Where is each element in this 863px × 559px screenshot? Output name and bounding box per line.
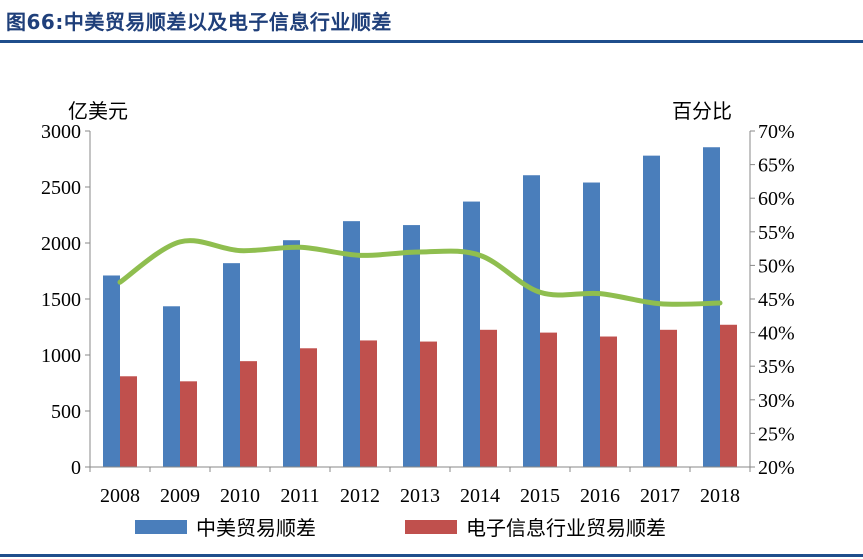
plot-area: [103, 147, 737, 468]
right-tick-label: 35%: [758, 356, 795, 378]
legend-swatch-electronics-surplus: [405, 520, 457, 534]
x-tick-label: 2017: [640, 485, 680, 507]
x-tick-label: 2009: [160, 485, 200, 507]
legend-label-trade-surplus: 中美贸易顺差: [196, 516, 316, 540]
y-left-unit-label: 亿美元: [68, 99, 128, 123]
bar-electronics-surplus: [420, 341, 437, 467]
right-tick-label: 70%: [758, 121, 795, 143]
bar-electronics-surplus: [600, 336, 617, 467]
right-tick-label: 60%: [758, 188, 795, 210]
bar-electronics-surplus: [660, 329, 677, 467]
bar-trade-surplus: [343, 221, 360, 467]
left-tick-label: 500: [51, 401, 81, 423]
x-tick-label: 2015: [520, 485, 560, 507]
right-tick-label: 65%: [758, 155, 795, 177]
right-tick-label: 30%: [758, 390, 795, 412]
x-tick-label: 2013: [400, 485, 440, 507]
bar-trade-surplus: [403, 225, 420, 467]
title-divider: [0, 40, 863, 43]
bar-electronics-surplus: [180, 381, 197, 467]
bar-electronics-surplus: [480, 329, 497, 467]
bar-trade-surplus: [643, 155, 660, 467]
x-tick-label: 2008: [100, 485, 140, 507]
left-tick-label: 3000: [41, 121, 81, 143]
legend: 中美贸易顺差 电子信息行业贸易顺差: [135, 516, 666, 540]
right-tick-label: 20%: [758, 457, 795, 479]
left-tick-label: 1000: [41, 345, 81, 367]
right-tick-label: 55%: [758, 222, 795, 244]
left-axis: 0 500 1000 1500 2000 2500 3000: [41, 121, 91, 479]
x-tick-label: 2010: [220, 485, 260, 507]
bar-electronics-surplus: [360, 340, 377, 467]
bar-trade-surplus: [283, 240, 300, 467]
bar-trade-surplus: [583, 182, 600, 467]
bar-electronics-surplus: [720, 324, 737, 467]
x-axis: 2008 2009 2010 2011 2012 2013 2014 2015 2016 2017…: [89, 466, 751, 507]
bar-trade-surplus: [163, 306, 180, 467]
right-tick-label: 25%: [758, 423, 795, 445]
bar-electronics-surplus: [120, 376, 137, 467]
ratio-line: [117, 238, 723, 307]
left-tick-label: 0: [71, 457, 81, 479]
left-tick-label: 2000: [41, 233, 81, 255]
bar-trade-surplus: [103, 275, 120, 467]
bar-trade-surplus: [703, 147, 720, 468]
x-tick-label: 2018: [700, 485, 740, 507]
right-tick-label: 40%: [758, 323, 795, 345]
bar-trade-surplus: [463, 201, 480, 467]
bar-trade-surplus: [523, 175, 540, 468]
legend-label-electronics-surplus: 电子信息行业贸易顺差: [466, 516, 666, 540]
bar-electronics-surplus: [300, 348, 317, 467]
x-tick-label: 2014: [460, 485, 500, 507]
x-tick-label: 2016: [580, 485, 620, 507]
bottom-divider: [0, 554, 863, 557]
x-tick-label: 2011: [280, 485, 319, 507]
bar-trade-surplus: [223, 263, 240, 467]
left-tick-label: 1500: [41, 289, 81, 311]
right-axis: 20% 25% 30% 35% 40% 45% 50% 55% 60% 65% 70%: [749, 121, 795, 479]
left-tick-label: 2500: [41, 177, 81, 199]
bar-electronics-surplus: [540, 332, 557, 467]
right-tick-label: 45%: [758, 289, 795, 311]
y-right-unit-label: 百分比: [672, 99, 732, 123]
right-tick-label: 50%: [758, 255, 795, 277]
x-tick-label: 2012: [340, 485, 380, 507]
legend-swatch-trade-surplus: [135, 520, 187, 534]
figure-title: 图66:中美贸易顺差以及电子信息行业顺差: [6, 10, 392, 34]
bar-electronics-surplus: [240, 361, 257, 467]
